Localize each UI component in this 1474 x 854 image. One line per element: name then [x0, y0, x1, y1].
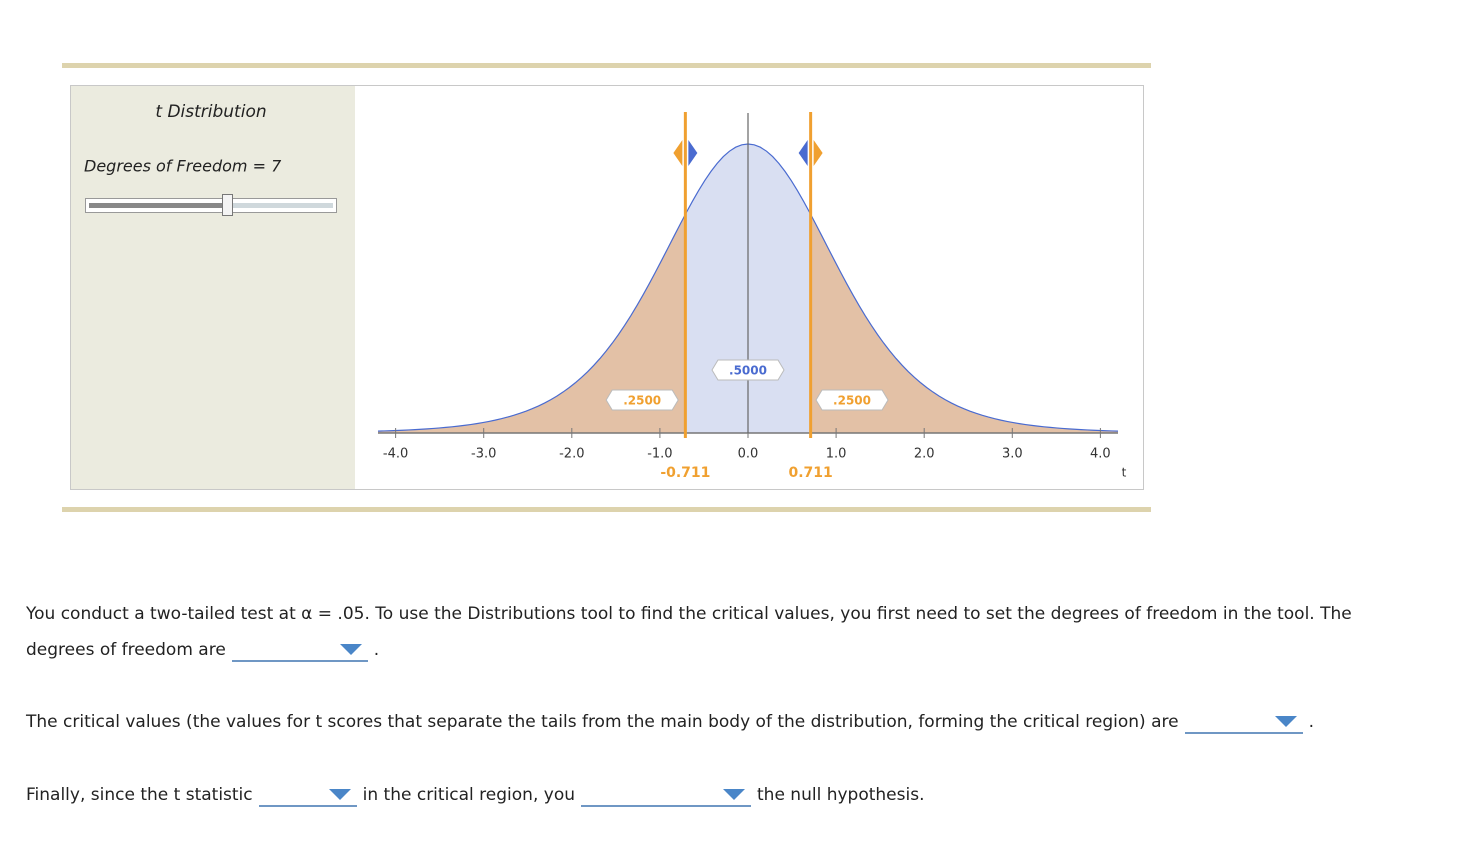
x-tick-label: 1.0: [826, 447, 847, 462]
x-tick-label: -4.0: [383, 447, 408, 462]
drag-handle[interactable]: [688, 140, 698, 166]
dropdown[interactable]: [231, 638, 368, 662]
axis-title: t: [1122, 466, 1127, 480]
bottom-bar: [62, 507, 1151, 512]
dropdown[interactable]: [1184, 710, 1303, 734]
area-region: [378, 214, 686, 433]
drag-handle[interactable]: [798, 140, 808, 166]
panel-title: t Distribution: [155, 102, 266, 122]
dropdown[interactable]: [258, 783, 357, 807]
critical-value-label: 0.711: [788, 465, 832, 481]
drag-handle[interactable]: [813, 140, 823, 166]
x-tick-label: 3.0: [1002, 447, 1023, 462]
question-text: .: [1308, 712, 1314, 732]
x-tick-label: -1.0: [647, 447, 672, 462]
question-text: Finally, since the t statistic: [26, 785, 253, 805]
x-tick-label: -3.0: [471, 447, 496, 462]
question-text: The critical values (the values for t sc…: [26, 712, 1179, 732]
x-tick-label: 2.0: [914, 447, 935, 462]
x-tick-label: 0.0: [738, 447, 759, 462]
slider-rest: [227, 203, 333, 208]
question-2: The critical values (the values for t sc…: [26, 704, 1314, 740]
question-3: Finally, since the t statistic in the cri…: [26, 777, 924, 813]
x-tick-label: 4.0: [1090, 447, 1111, 462]
area-label-box: [605, 389, 679, 411]
slider-fill: [89, 203, 227, 208]
drag-handle[interactable]: [673, 140, 683, 166]
control-panel: [71, 86, 355, 489]
area-label-box: [711, 359, 785, 381]
dropdown[interactable]: [581, 783, 751, 807]
question-text: in the critical region, you: [362, 785, 575, 805]
area-label: .5000: [729, 364, 767, 378]
area-region: [810, 214, 1118, 433]
area-label-box: [815, 389, 889, 411]
top-bar: [62, 63, 1151, 68]
question-1: You conduct a two-tailed test at α = .05…: [26, 596, 1371, 668]
area-label: .2500: [833, 394, 871, 408]
distribution-widget: t Distribution Degrees of Freedom = 7 -4…: [62, 63, 1151, 512]
area-label: .2500: [623, 394, 661, 408]
question-text: the null hypothesis.: [757, 785, 925, 805]
df-label: Degrees of Freedom = 7: [84, 157, 282, 176]
question-text: .: [373, 640, 380, 660]
slider-thumb[interactable]: [222, 194, 233, 216]
x-tick-label: -2.0: [559, 447, 584, 462]
question-text: You conduct a two-tailed test at α = .05…: [26, 604, 1352, 660]
critical-value-label: -0.711: [660, 465, 710, 481]
